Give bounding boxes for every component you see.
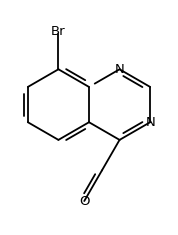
Text: Br: Br <box>51 25 66 38</box>
Text: N: N <box>145 116 155 129</box>
Text: O: O <box>79 195 90 208</box>
Text: N: N <box>115 63 124 76</box>
